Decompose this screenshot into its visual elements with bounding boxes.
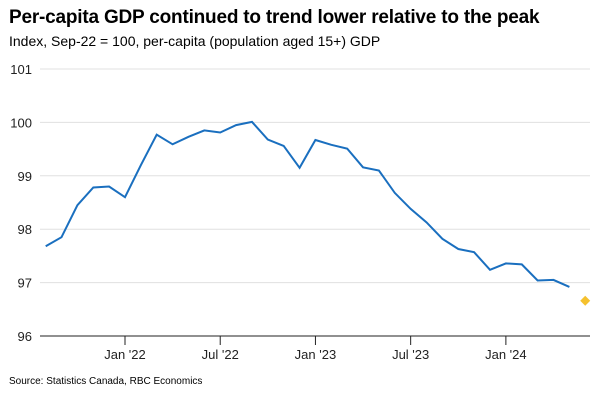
y-tick-label: 99: [18, 169, 32, 184]
y-tick-label: 98: [18, 222, 32, 237]
y-tick-label: 96: [18, 329, 32, 344]
y-axis: 96 97 98 99 100 101: [10, 62, 32, 344]
y-tick-label: 100: [10, 115, 32, 130]
x-axis: Jan '22 Jul '22 Jan '23 Jul '23 Jan '24: [40, 335, 590, 362]
chart-title: Per-capita GDP continued to trend lower …: [9, 7, 540, 28]
x-tick-label: Jan '24: [485, 347, 527, 362]
series-layer: [45, 120, 591, 306]
chart-subtitle: Index, Sep-22 = 100, per-capita (populat…: [9, 33, 381, 49]
gridlines: [40, 68, 590, 284]
y-tick-label: 101: [10, 62, 32, 77]
x-tick-label: Jul '22: [202, 347, 239, 362]
estimate-diamond-marker: [580, 295, 591, 306]
x-tick-label: Jan '23: [295, 347, 337, 362]
series-line-per-capita-gdp: [45, 120, 570, 288]
source-note: Source: Statistics Canada, RBC Economics: [9, 376, 203, 387]
x-tick-label: Jan '22: [104, 347, 146, 362]
x-tick-label: Jul '23: [392, 347, 429, 362]
y-tick-label: 97: [18, 276, 32, 291]
